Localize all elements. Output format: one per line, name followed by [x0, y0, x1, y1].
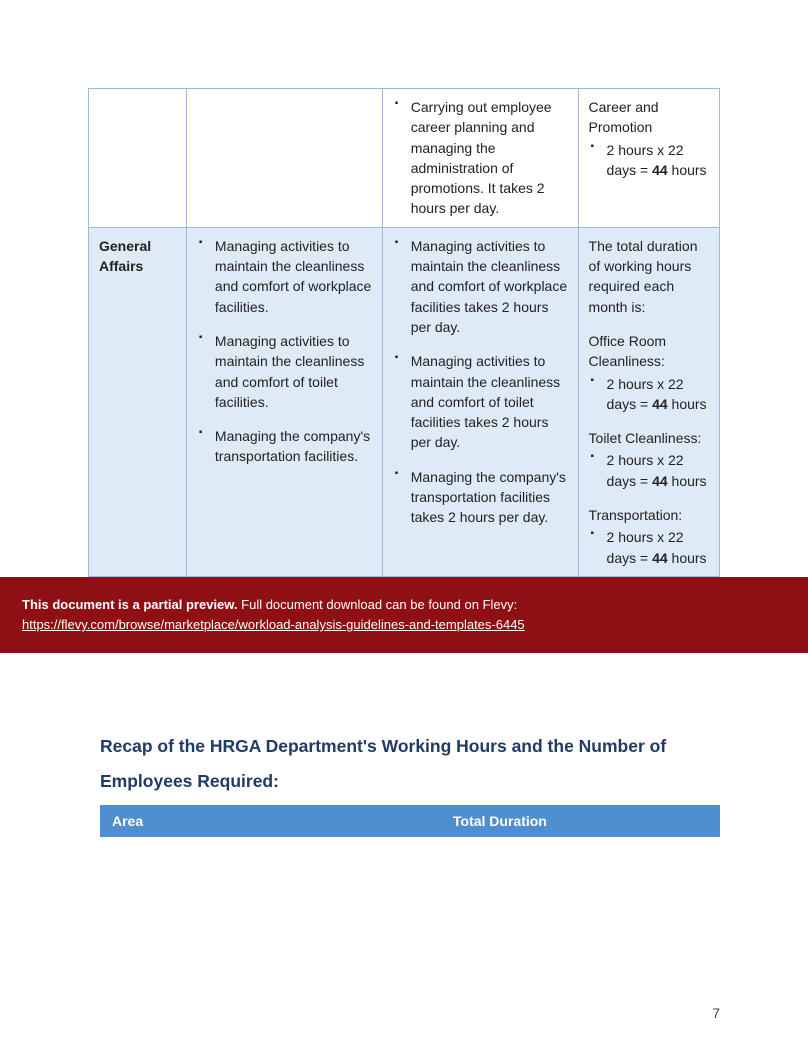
cell-category: [89, 89, 187, 228]
calc-group-title: Transportation:: [589, 505, 709, 525]
cell-details: Managing activities to maintain the clea…: [382, 227, 578, 576]
recap-col-duration: Total Duration: [441, 805, 720, 837]
cell-details: Carrying out employee career planning an…: [382, 89, 578, 228]
activity-item: Managing the company's transportation fa…: [197, 426, 372, 467]
main-table-wrapper: Carrying out employee career planning an…: [0, 0, 808, 577]
detail-item: Carrying out employee career planning an…: [393, 97, 568, 219]
detail-item: Managing activities to maintain the clea…: [393, 236, 568, 337]
cell-calculation: The total duration of working hours requ…: [578, 227, 719, 576]
calc-line: 2 hours x 22 days = 44 hours: [589, 450, 709, 491]
calc-group-title: Office Room Cleanliness:: [589, 331, 709, 372]
calc-group-title: Career and Promotion: [589, 97, 709, 138]
calc-line: 2 hours x 22 days = 44 hours: [589, 374, 709, 415]
calc-group-title: Toilet Cleanliness:: [589, 428, 709, 448]
calc-intro: The total duration of working hours requ…: [589, 236, 709, 317]
preview-banner: This document is a partial preview. Full…: [0, 577, 808, 653]
cell-activities: Managing activities to maintain the clea…: [186, 227, 382, 576]
detail-item: Managing activities to maintain the clea…: [393, 351, 568, 452]
detail-item: Managing the company's transportation fa…: [393, 467, 568, 528]
recap-heading: Recap of the HRGA Department's Working H…: [100, 729, 720, 799]
calc-line: 2 hours x 22 days = 44 hours: [589, 527, 709, 568]
cell-category: General Affairs: [89, 227, 187, 576]
recap-col-area: Area: [100, 805, 441, 837]
calc-line: 2 hours x 22 days = 44 hours: [589, 140, 709, 181]
recap-section: Recap of the HRGA Department's Working H…: [0, 653, 808, 837]
table-row: General Affairs Managing activities to m…: [89, 227, 720, 576]
page-number: 7: [712, 1005, 720, 1021]
activity-item: Managing activities to maintain the clea…: [197, 236, 372, 317]
table-row: Carrying out employee career planning an…: [89, 89, 720, 228]
activity-item: Managing activities to maintain the clea…: [197, 331, 372, 412]
cell-calculation: Career and Promotion 2 hours x 22 days =…: [578, 89, 719, 228]
banner-lead-rest: Full document download can be found on F…: [238, 597, 518, 612]
category-label: General Affairs: [99, 238, 151, 274]
recap-table: Area Total Duration: [100, 805, 720, 837]
banner-link[interactable]: https://flevy.com/browse/marketplace/wor…: [22, 617, 525, 632]
banner-lead-bold: This document is a partial preview.: [22, 597, 238, 612]
workload-table: Carrying out employee career planning an…: [88, 88, 720, 577]
cell-activities: [186, 89, 382, 228]
